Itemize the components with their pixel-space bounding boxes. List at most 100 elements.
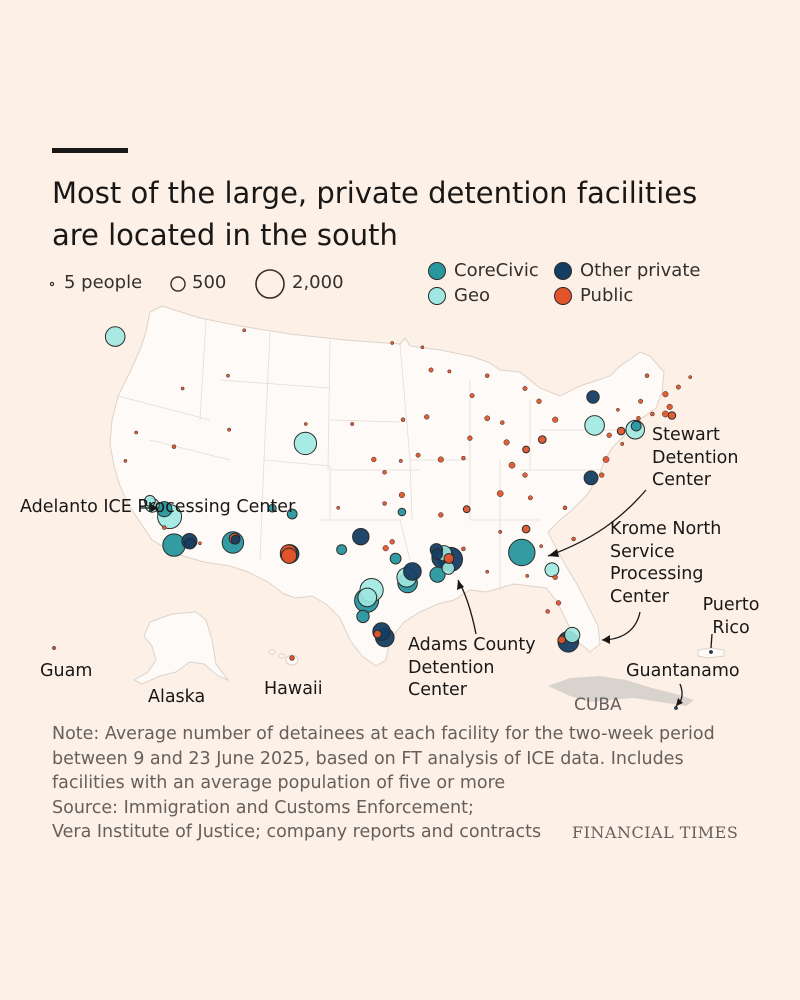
facility-dot-public	[638, 398, 644, 404]
facility-dot-geo	[584, 415, 605, 436]
facility-dot-public	[280, 547, 298, 564]
region-label-hawaii: Hawaii	[264, 679, 323, 699]
facility-dot-corecivic	[508, 538, 536, 567]
state-boundary	[327, 339, 331, 471]
arrowhead-adelanto	[151, 504, 158, 512]
facility-dot-public	[428, 367, 434, 373]
facility-dot-public	[162, 525, 167, 530]
facility-dot-public	[522, 386, 528, 391]
facility-dot-public	[336, 505, 341, 510]
facility-dot-public	[539, 544, 544, 548]
facility-dot-geo	[357, 587, 378, 608]
arrowhead-guantanamo	[676, 698, 683, 706]
facility-dot-public	[389, 539, 395, 545]
facility-dot-public	[599, 472, 605, 478]
facility-dot-other	[586, 390, 600, 404]
facility-dot-corecivic	[389, 552, 402, 565]
callout-arrowheads	[151, 504, 683, 706]
facility-dot-other	[674, 706, 678, 710]
note-line: between 9 and 23 June 2025, based on FT …	[52, 748, 684, 769]
facility-dot-public	[620, 441, 625, 446]
facility-dot-public	[616, 407, 620, 412]
facility-dot-public	[180, 386, 185, 391]
legend-swatch-corecivic	[428, 262, 446, 280]
facility-dot-public	[382, 501, 387, 506]
facility-dots	[52, 326, 713, 710]
facility-dot-other	[709, 650, 713, 654]
arrow-puerto-rico	[710, 633, 713, 649]
state-boundary	[219, 379, 331, 389]
facility-dot-public	[525, 574, 530, 578]
facility-dot-public	[467, 435, 473, 441]
facility-dot-public	[171, 444, 177, 449]
facility-dot-public	[462, 505, 471, 514]
facility-dot-public	[606, 432, 612, 438]
facility-dot-public	[289, 655, 295, 661]
ft-brand-logo: FINANCIAL TIMES	[572, 823, 739, 842]
facility-dot-public	[538, 435, 547, 444]
facility-dot-public	[522, 472, 528, 478]
facility-dot-corecivic	[630, 420, 642, 432]
callout-stewart: Stewart Detention Center	[652, 425, 739, 490]
facility-dot-public	[371, 456, 377, 463]
facility-dot-public	[303, 422, 308, 426]
facility-dot-public	[675, 384, 681, 390]
size-legend-circle-large	[255, 269, 285, 299]
facility-dot-public	[420, 345, 425, 350]
facility-dot-public	[484, 373, 490, 378]
facility-dot-public	[242, 328, 247, 333]
facility-dot-public	[555, 600, 562, 606]
facility-dot-corecivic	[397, 507, 407, 517]
note-line: facilities with an average population of…	[52, 773, 506, 793]
arrowhead-krome	[602, 635, 610, 644]
size-legend-label-large: 2,000	[292, 272, 344, 293]
facility-dot-public	[602, 456, 610, 463]
facility-dot-public	[469, 393, 475, 399]
facility-dot-public	[571, 536, 576, 542]
facility-dot-public	[498, 529, 503, 534]
facility-dot-public	[552, 574, 558, 580]
region-label-guam: Guam	[40, 661, 93, 681]
facility-dot-public	[552, 416, 559, 423]
facility-dot-public	[644, 373, 650, 378]
facility-dot-public	[662, 410, 669, 418]
facility-dot-public	[227, 427, 232, 432]
facility-dot-other	[352, 528, 370, 546]
callout-krome: Krome North Service Processing Center	[610, 519, 722, 607]
size-legend-circles	[49, 269, 285, 299]
facility-dot-geo	[293, 431, 318, 456]
facility-dot-public	[484, 415, 491, 422]
legend-swatch-other-private	[554, 262, 572, 280]
source-line: Source: Immigration and Customs Enforcem…	[52, 797, 474, 818]
facility-dot-corecivic	[356, 609, 370, 624]
facility-dot-public	[398, 491, 405, 499]
facility-dot-public	[443, 553, 455, 564]
facility-dot-public	[461, 455, 466, 461]
size-legend-label-small: 5 people	[64, 272, 143, 293]
facility-dot-other	[583, 470, 599, 486]
map-title: Most of the large, private detention fac…	[52, 176, 698, 252]
facility-dot-corecivic	[162, 533, 186, 557]
facility-dot-public	[667, 411, 677, 420]
facility-dot-public	[52, 646, 56, 650]
facility-dot-other	[431, 548, 444, 560]
facility-dot-geo	[544, 562, 560, 578]
legend-label-geo: Geo	[454, 285, 491, 306]
facility-dot-other	[184, 537, 197, 550]
facility-dot-public	[485, 569, 490, 574]
category-legend: CoreCivic Other private Geo Public	[428, 258, 728, 312]
legend-label-corecivic: CoreCivic	[454, 260, 539, 281]
facility-dot-other	[230, 534, 241, 545]
state-boundary	[329, 419, 401, 423]
alaska-shape	[132, 611, 230, 685]
facility-dot-public	[636, 416, 641, 421]
state-boundary	[320, 519, 411, 561]
callout-adelanto: Adelanto ICE Processing Center	[20, 497, 295, 517]
facility-dot-corecivic	[286, 508, 298, 520]
facility-dot-corecivic	[268, 503, 277, 513]
arrowhead-adams	[457, 580, 464, 590]
size-legend-circle-medium	[170, 276, 186, 292]
legend-swatch-geo	[428, 287, 446, 305]
